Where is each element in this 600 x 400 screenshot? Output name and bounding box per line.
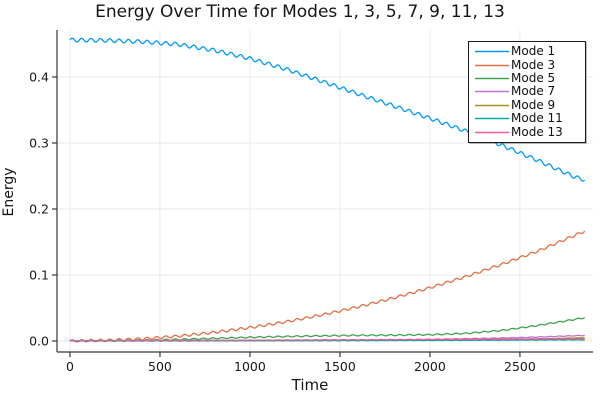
series-line-mode-5 xyxy=(69,316,586,343)
series-line-mode-13 xyxy=(69,337,585,342)
series-line-mode-3 xyxy=(69,230,586,343)
legend-label: Mode 1 xyxy=(511,44,556,59)
legend-entry-mode-5: Mode 5 xyxy=(469,70,585,85)
legend-label: Mode 5 xyxy=(511,70,556,85)
y-tick-label: 0.0 xyxy=(29,333,49,348)
x-tick-label: 500 xyxy=(148,359,172,374)
legend-entry-mode-3: Mode 3 xyxy=(469,58,585,71)
x-tick-label: 1000 xyxy=(234,359,266,374)
legend-line-sample xyxy=(475,131,509,133)
legend-entry-mode-1: Mode 1 xyxy=(469,45,585,58)
legend-line-sample xyxy=(475,50,509,53)
legend-line-sample xyxy=(475,91,509,93)
series-line-mode-1 xyxy=(69,37,586,182)
legend-label: Mode 7 xyxy=(511,84,556,99)
y-tick-label: 0.4 xyxy=(29,69,49,84)
legend-entry-mode-11: Mode 11 xyxy=(469,112,585,125)
legend-entry-mode-9: Mode 9 xyxy=(469,97,585,112)
x-axis-label: Time xyxy=(291,376,329,394)
legend-entry-mode-13: Mode 13 xyxy=(469,125,585,138)
y-tick-label: 0.3 xyxy=(29,135,49,150)
legend-line-sample xyxy=(475,104,509,107)
legend-line-sample xyxy=(475,64,509,66)
legend-box: Mode 1 Mode 3 Mode 5 Mode 7 Mode 9 Mode 11 Mod… xyxy=(468,41,586,143)
x-tick-label: 0 xyxy=(66,359,74,374)
y-axis-label: Energy xyxy=(1,167,17,217)
legend-entry-mode-7: Mode 7 xyxy=(469,85,585,98)
legend-label: Mode 3 xyxy=(511,57,556,72)
legend-label: Mode 9 xyxy=(511,97,556,112)
legend-label: Mode 13 xyxy=(511,124,563,139)
y-tick-label: 0.1 xyxy=(29,267,49,282)
x-tick-label: 2500 xyxy=(504,359,536,374)
y-tick-label: 0.2 xyxy=(29,201,49,216)
legend-label: Mode 11 xyxy=(511,111,563,126)
x-tick-label: 1500 xyxy=(324,359,356,374)
chart-title: Energy Over Time for Modes 1, 3, 5, 7, 9… xyxy=(95,2,505,22)
legend-line-sample xyxy=(475,117,509,120)
x-tick-label: 2000 xyxy=(414,359,446,374)
legend-line-sample xyxy=(475,77,509,80)
